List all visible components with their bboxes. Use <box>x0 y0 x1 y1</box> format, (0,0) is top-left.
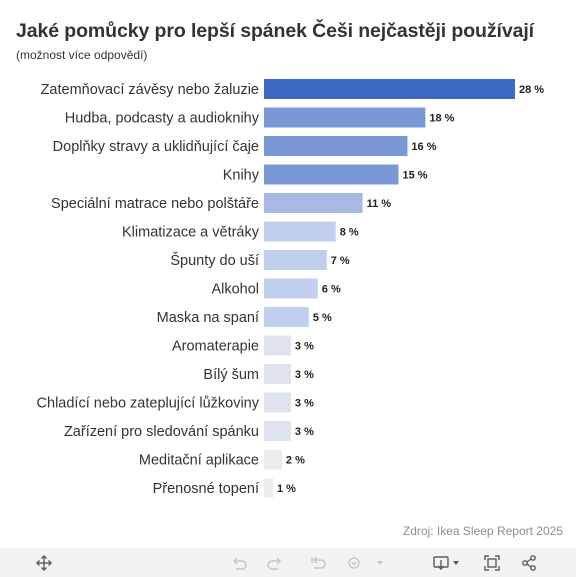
chevron-down-icon[interactable] <box>373 553 387 573</box>
category-label: Zařízení pro sledování spánku <box>64 424 259 440</box>
value-label: 3 % <box>295 341 314 353</box>
share-icon[interactable] <box>519 553 539 573</box>
value-label: 7 % <box>331 255 350 267</box>
value-label: 3 % <box>295 398 314 410</box>
bar[interactable] <box>264 449 282 470</box>
chart-subtitle: (možnost více odpovědí) <box>16 48 148 62</box>
category-label: Klimatizace a větráky <box>122 225 260 241</box>
value-label: 8 % <box>340 227 359 239</box>
category-label: Knihy <box>223 168 260 184</box>
category-label: Chladící nebo zateplující lůžkoviny <box>37 396 260 412</box>
revert-icon[interactable] <box>308 553 328 573</box>
value-label: 3 % <box>295 426 314 438</box>
value-label: 5 % <box>313 312 332 324</box>
move-icon[interactable] <box>34 553 54 573</box>
category-label: Špunty do uší <box>170 252 259 269</box>
value-label: 6 % <box>322 284 341 296</box>
redo-icon[interactable] <box>265 553 285 573</box>
chart-toolbar <box>0 548 576 577</box>
category-label: Doplňky stravy a uklidňující čaje <box>53 139 259 155</box>
value-label: 18 % <box>429 113 454 125</box>
value-label: 2 % <box>286 455 305 467</box>
category-label: Meditační aplikace <box>139 453 259 469</box>
category-label: Hudba, podcasty a audioknihy <box>65 111 260 127</box>
source-note: Zdroj: Ikea Sleep Report 2025 <box>402 524 563 538</box>
value-label: 3 % <box>295 369 314 381</box>
chart-title: Jaké pomůcky pro lepší spánek Češi nejča… <box>16 20 534 42</box>
category-label: Speciální matrace nebo polštáře <box>51 196 259 212</box>
bar[interactable] <box>264 421 291 441</box>
bar[interactable] <box>264 136 408 156</box>
value-label: 11 % <box>367 198 392 210</box>
bar[interactable] <box>264 364 291 384</box>
category-label: Bílý šum <box>203 367 259 383</box>
bar[interactable] <box>264 193 363 213</box>
value-label: 15 % <box>402 170 427 182</box>
fullscreen-icon[interactable] <box>482 553 502 573</box>
bar-chart: Zatemňovací závěsy nebo žaluzie 28 % Hudba… <box>37 79 544 498</box>
bar[interactable] <box>264 107 426 128</box>
bar[interactable] <box>264 164 399 185</box>
bar[interactable] <box>264 478 273 498</box>
bar[interactable] <box>264 392 291 413</box>
category-label: Přenosné topení <box>153 481 259 497</box>
category-label: Aromaterapie <box>172 339 259 355</box>
value-label: 28 % <box>519 84 544 96</box>
bar[interactable] <box>264 221 336 242</box>
download-icon[interactable] <box>430 553 464 573</box>
category-label: Zatemňovací závěsy nebo žaluzie <box>41 82 259 98</box>
bar[interactable] <box>264 278 318 299</box>
value-label: 1 % <box>277 483 296 495</box>
bar[interactable] <box>264 250 327 270</box>
category-label: Maska na spaní <box>157 310 259 326</box>
undo-icon[interactable] <box>229 553 249 573</box>
bar[interactable] <box>264 79 515 99</box>
value-label: 16 % <box>411 141 436 153</box>
dropdown-icon[interactable] <box>344 553 364 573</box>
category-label: Alkohol <box>211 282 259 298</box>
bar[interactable] <box>264 335 291 356</box>
bar[interactable] <box>264 307 309 327</box>
